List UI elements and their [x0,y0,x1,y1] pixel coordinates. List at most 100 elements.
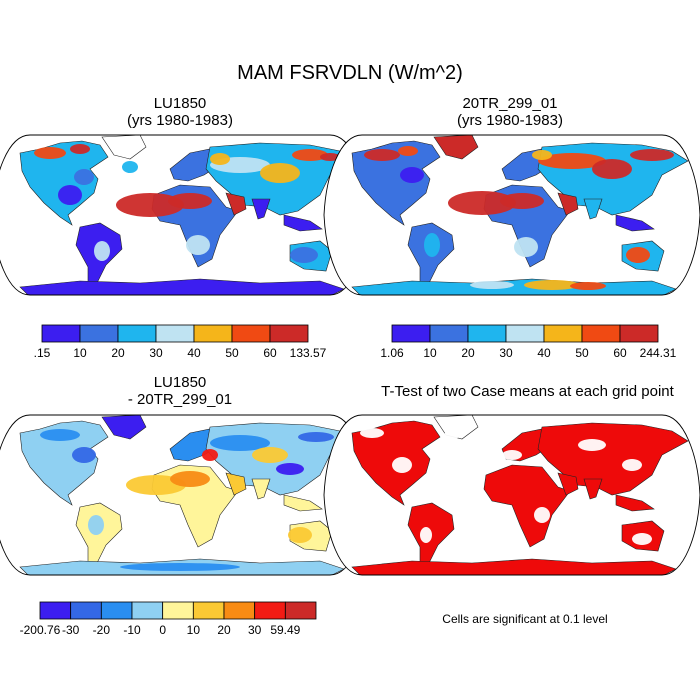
colorbar-lu1850: .15 10 20 30 40 50 60 133.57 [34,324,327,360]
colorbar-label: -200.76 [20,623,61,637]
colorbar-box [543,324,583,343]
colorbar-box [41,324,81,343]
map-panel-diff [0,414,369,576]
colorbar-label: 0 [159,623,166,637]
map-panel-20tr [323,134,700,296]
data-patch [570,282,606,290]
data-patch [72,447,96,463]
data-patch [420,527,432,543]
colorbar-label: 50 [575,346,589,360]
colorbar-box [155,324,195,343]
colorbar-label: 40 [537,346,551,360]
data-patch [88,515,104,535]
colorbar-box [193,324,233,343]
data-patch [448,191,516,215]
land-seasia [615,494,655,512]
data-patches [364,146,674,290]
data-patch [632,533,652,545]
colorbar-label: 20 [217,623,231,637]
colorbar-box [619,324,659,343]
significance-note: Cells are significant at 0.1 level [442,612,608,626]
colorbar-box [79,324,119,343]
data-patch [444,431,460,439]
data-patch [622,459,642,471]
colorbar-20tr: 1.06 10 20 30 40 50 60 244.31 [380,324,677,360]
data-patch [168,193,212,209]
data-patch [400,167,424,183]
data-patch [392,457,412,473]
data-patch [94,241,110,261]
data-patch [202,449,218,461]
land-seasia [283,214,323,232]
panel-title-line2: (yrs 1980-1983) [127,112,233,129]
colorbar-diff: -200.76 -30 -20 -10 0 10 20 30 59.49 [20,601,317,637]
data-patch [630,149,674,161]
colorbar-label: 60 [263,346,277,360]
data-patches [34,144,340,263]
data-patch [398,146,418,156]
data-patches [40,429,334,571]
data-patch [500,193,544,209]
panel-title-line2: (yrs 1980-1983) [457,112,563,129]
colorbar-box [192,601,225,620]
land-arabia [557,192,579,216]
land-namerica [19,420,109,506]
colorbar-label: .15 [34,346,51,360]
land-india [251,198,271,220]
colorbar-label: 133.57 [290,346,327,360]
colorbar-label: 59.49 [270,623,300,637]
panel-title-line1: 20TR_299_01 [462,95,558,112]
colorbar-box [429,324,469,343]
colorbar-label: 1.06 [380,346,404,360]
land-india [251,478,271,500]
data-patch [210,435,270,451]
data-patch [120,563,240,571]
colorbar-label: 30 [248,623,262,637]
land-india [583,478,603,500]
map-panel-ttest [323,414,700,576]
colorbar-box [269,324,309,343]
panel-title-diff: LU1850 - 20TR_299_01 [55,374,305,408]
colorbar-label: 244.31 [640,346,677,360]
colorbar-box [100,601,133,620]
data-patch [592,159,632,179]
data-patch [122,161,138,173]
data-patch [364,149,400,161]
figure-title: MAM FSRVDLN (W/m^2) [237,62,463,84]
colorbar-box [505,324,545,343]
colorbar-box [39,601,72,620]
data-patch [532,150,552,160]
colorbar-label: 40 [187,346,201,360]
data-patch [470,281,514,289]
colorbar-label: -10 [123,623,141,637]
data-patch [58,185,82,205]
colorbar-label: 50 [225,346,239,360]
colorbar-label: 60 [613,346,627,360]
data-patch [252,447,288,463]
globe-outline [323,134,700,296]
data-patch [170,471,210,487]
colorbar-label: 30 [499,346,513,360]
data-patch [424,233,440,257]
data-patch [186,235,210,255]
data-patch [290,247,318,263]
land-africa [483,464,571,548]
colorbar-label: -20 [93,623,111,637]
data-patch [534,507,550,523]
land-namerica [19,140,109,226]
colorbar-label: -30 [62,623,80,637]
data-patches [360,428,652,545]
data-patch [502,450,522,460]
data-patch [260,163,300,183]
land-seasia [615,214,655,232]
colorbar-label: 30 [149,346,163,360]
colorbar-box [391,324,431,343]
data-patch [524,280,580,290]
land-namerica [351,140,441,226]
panel-title-line2: - 20TR_299_01 [127,391,233,408]
colorbar-box [254,601,286,620]
data-patch [74,169,94,185]
panel-title-ttest: T-Test of two Case means at each grid po… [381,383,674,400]
data-patch [276,463,304,475]
land-seasia [283,494,323,512]
